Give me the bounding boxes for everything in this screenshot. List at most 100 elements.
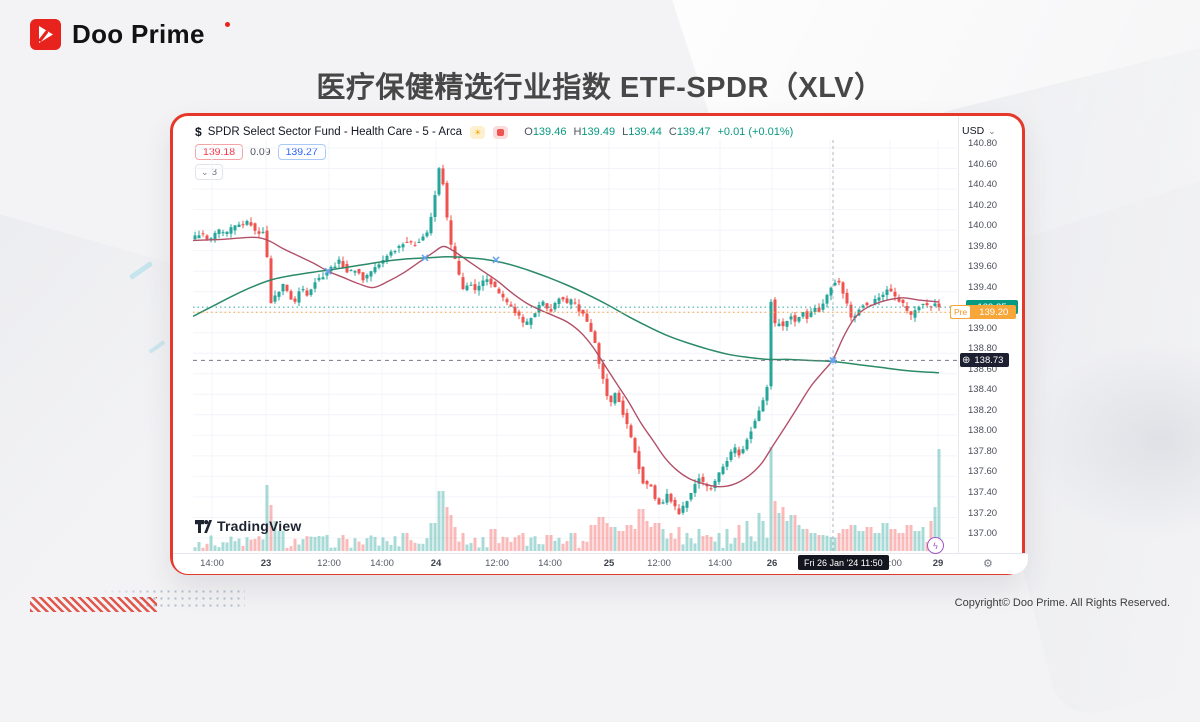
pre-market-price-badge: Pre 139.20 <box>950 305 1017 320</box>
candle-body <box>709 488 713 490</box>
candle-body <box>513 306 517 314</box>
price-axis-label: 138.80 <box>968 343 998 355</box>
volume-bar <box>673 538 677 551</box>
candle-body <box>809 311 813 317</box>
gear-icon[interactable]: ⚙ <box>983 558 993 570</box>
candle-body <box>269 258 273 304</box>
background-cyan-accent <box>148 340 166 354</box>
volume-bar <box>633 529 637 551</box>
tradingview-logo[interactable]: TradingView <box>195 518 301 534</box>
brand-logo-text: Doo Prime <box>72 19 230 50</box>
volume-bar <box>561 543 565 551</box>
volume-bar <box>753 541 757 551</box>
price-axis-label: 139.00 <box>968 322 998 334</box>
candle-body <box>597 343 601 364</box>
volume-bar <box>385 541 389 551</box>
volume-bar <box>557 537 561 551</box>
price-axis-label: 140.40 <box>968 179 998 191</box>
volume-bar <box>517 535 521 551</box>
symbol-title[interactable]: SPDR Select Sector Fund - Health Care - … <box>207 126 463 138</box>
volume-bar <box>573 533 577 551</box>
candle-body <box>913 310 917 318</box>
volume-bar <box>649 527 653 551</box>
volume-bar <box>853 525 857 551</box>
candle-body <box>741 449 745 454</box>
candle-body <box>693 484 697 493</box>
candle-body <box>937 303 941 308</box>
volume-bar <box>677 527 681 551</box>
volume-bar <box>617 531 621 551</box>
volume-bar <box>513 537 517 551</box>
volume-bar <box>601 517 605 551</box>
volume-bar <box>253 538 257 551</box>
candle-body <box>933 303 937 307</box>
brand-logo: Doo Prime <box>30 19 230 50</box>
copyright-text: Copyright© Doo Prime. All Rights Reserve… <box>954 597 1170 609</box>
candle-body <box>921 304 925 305</box>
price-axis-label: 139.60 <box>968 261 998 273</box>
candle-body <box>229 227 233 234</box>
volume-bar <box>353 538 357 551</box>
volume-bar <box>301 539 305 551</box>
volume-bar <box>417 543 421 551</box>
price-axis[interactable]: 137.00 137.20 137.40 137.60 137.80 138.00 138.… <box>950 116 1025 553</box>
volume-bar <box>361 544 365 551</box>
change-value: +0.01 (+0.01%) <box>717 126 794 138</box>
volume-bar <box>473 537 477 551</box>
doo-prime-logo-icon <box>30 19 61 50</box>
candle-body <box>309 289 313 295</box>
candle-body <box>193 235 197 240</box>
lightning-button[interactable]: ϟ <box>927 537 944 554</box>
candle-body <box>685 501 689 508</box>
volume-bar <box>761 521 765 551</box>
candle-body <box>241 224 245 226</box>
candle-body <box>789 316 793 320</box>
volume-bar <box>877 533 881 551</box>
volume-bar <box>585 541 589 551</box>
indicator-count: 3 <box>211 166 218 178</box>
volume-bar <box>605 523 609 551</box>
candle-body <box>845 292 849 304</box>
candlestick-plot[interactable] <box>193 140 957 554</box>
candle-body <box>321 277 325 280</box>
volume-bar <box>409 540 413 551</box>
candle-body <box>801 312 805 317</box>
volume-bar <box>777 513 781 551</box>
candle-body <box>205 235 209 240</box>
time-axis-label: 12:00 <box>647 558 671 569</box>
candle-body <box>261 231 265 233</box>
price-axis-label: 140.80 <box>968 138 998 149</box>
ma-cross-marker <box>492 256 500 264</box>
volume-bar <box>397 546 401 551</box>
candle-body <box>701 477 705 482</box>
candle-body <box>197 235 201 239</box>
currency-selector[interactable]: USD ⌄ <box>962 125 996 137</box>
candle-body <box>721 466 725 474</box>
volume-bar <box>549 535 553 551</box>
time-axis[interactable]: 29 14:00 12:00 26 14:00 12:00 25 14:00 12:00 24 14… <box>173 553 1028 574</box>
candle-body <box>517 311 521 316</box>
volume-bar <box>477 547 481 551</box>
footer-stripe-decoration <box>30 597 157 612</box>
volume-bar <box>833 537 837 551</box>
candle-body <box>473 284 477 291</box>
volume-bar <box>905 525 909 551</box>
candle-body <box>213 232 217 240</box>
low-value: 139.44 <box>628 126 662 138</box>
candle-body <box>345 264 349 273</box>
price-axis-label: 140.20 <box>968 199 998 211</box>
volume-bar <box>733 537 737 551</box>
candle-body <box>805 311 809 319</box>
volume-bar <box>509 541 513 551</box>
chart-card: $ SPDR Select Sector Fund - Health Care … <box>170 113 1028 575</box>
candle-body <box>757 410 761 421</box>
candle-body <box>813 308 817 312</box>
candle-body <box>249 222 253 226</box>
price-axis-label: 140.60 <box>968 158 998 170</box>
volume-bar <box>489 529 493 551</box>
candle-body <box>393 251 397 253</box>
candle-body <box>905 306 909 311</box>
candle-body <box>925 303 929 306</box>
volume-bar <box>381 537 385 551</box>
